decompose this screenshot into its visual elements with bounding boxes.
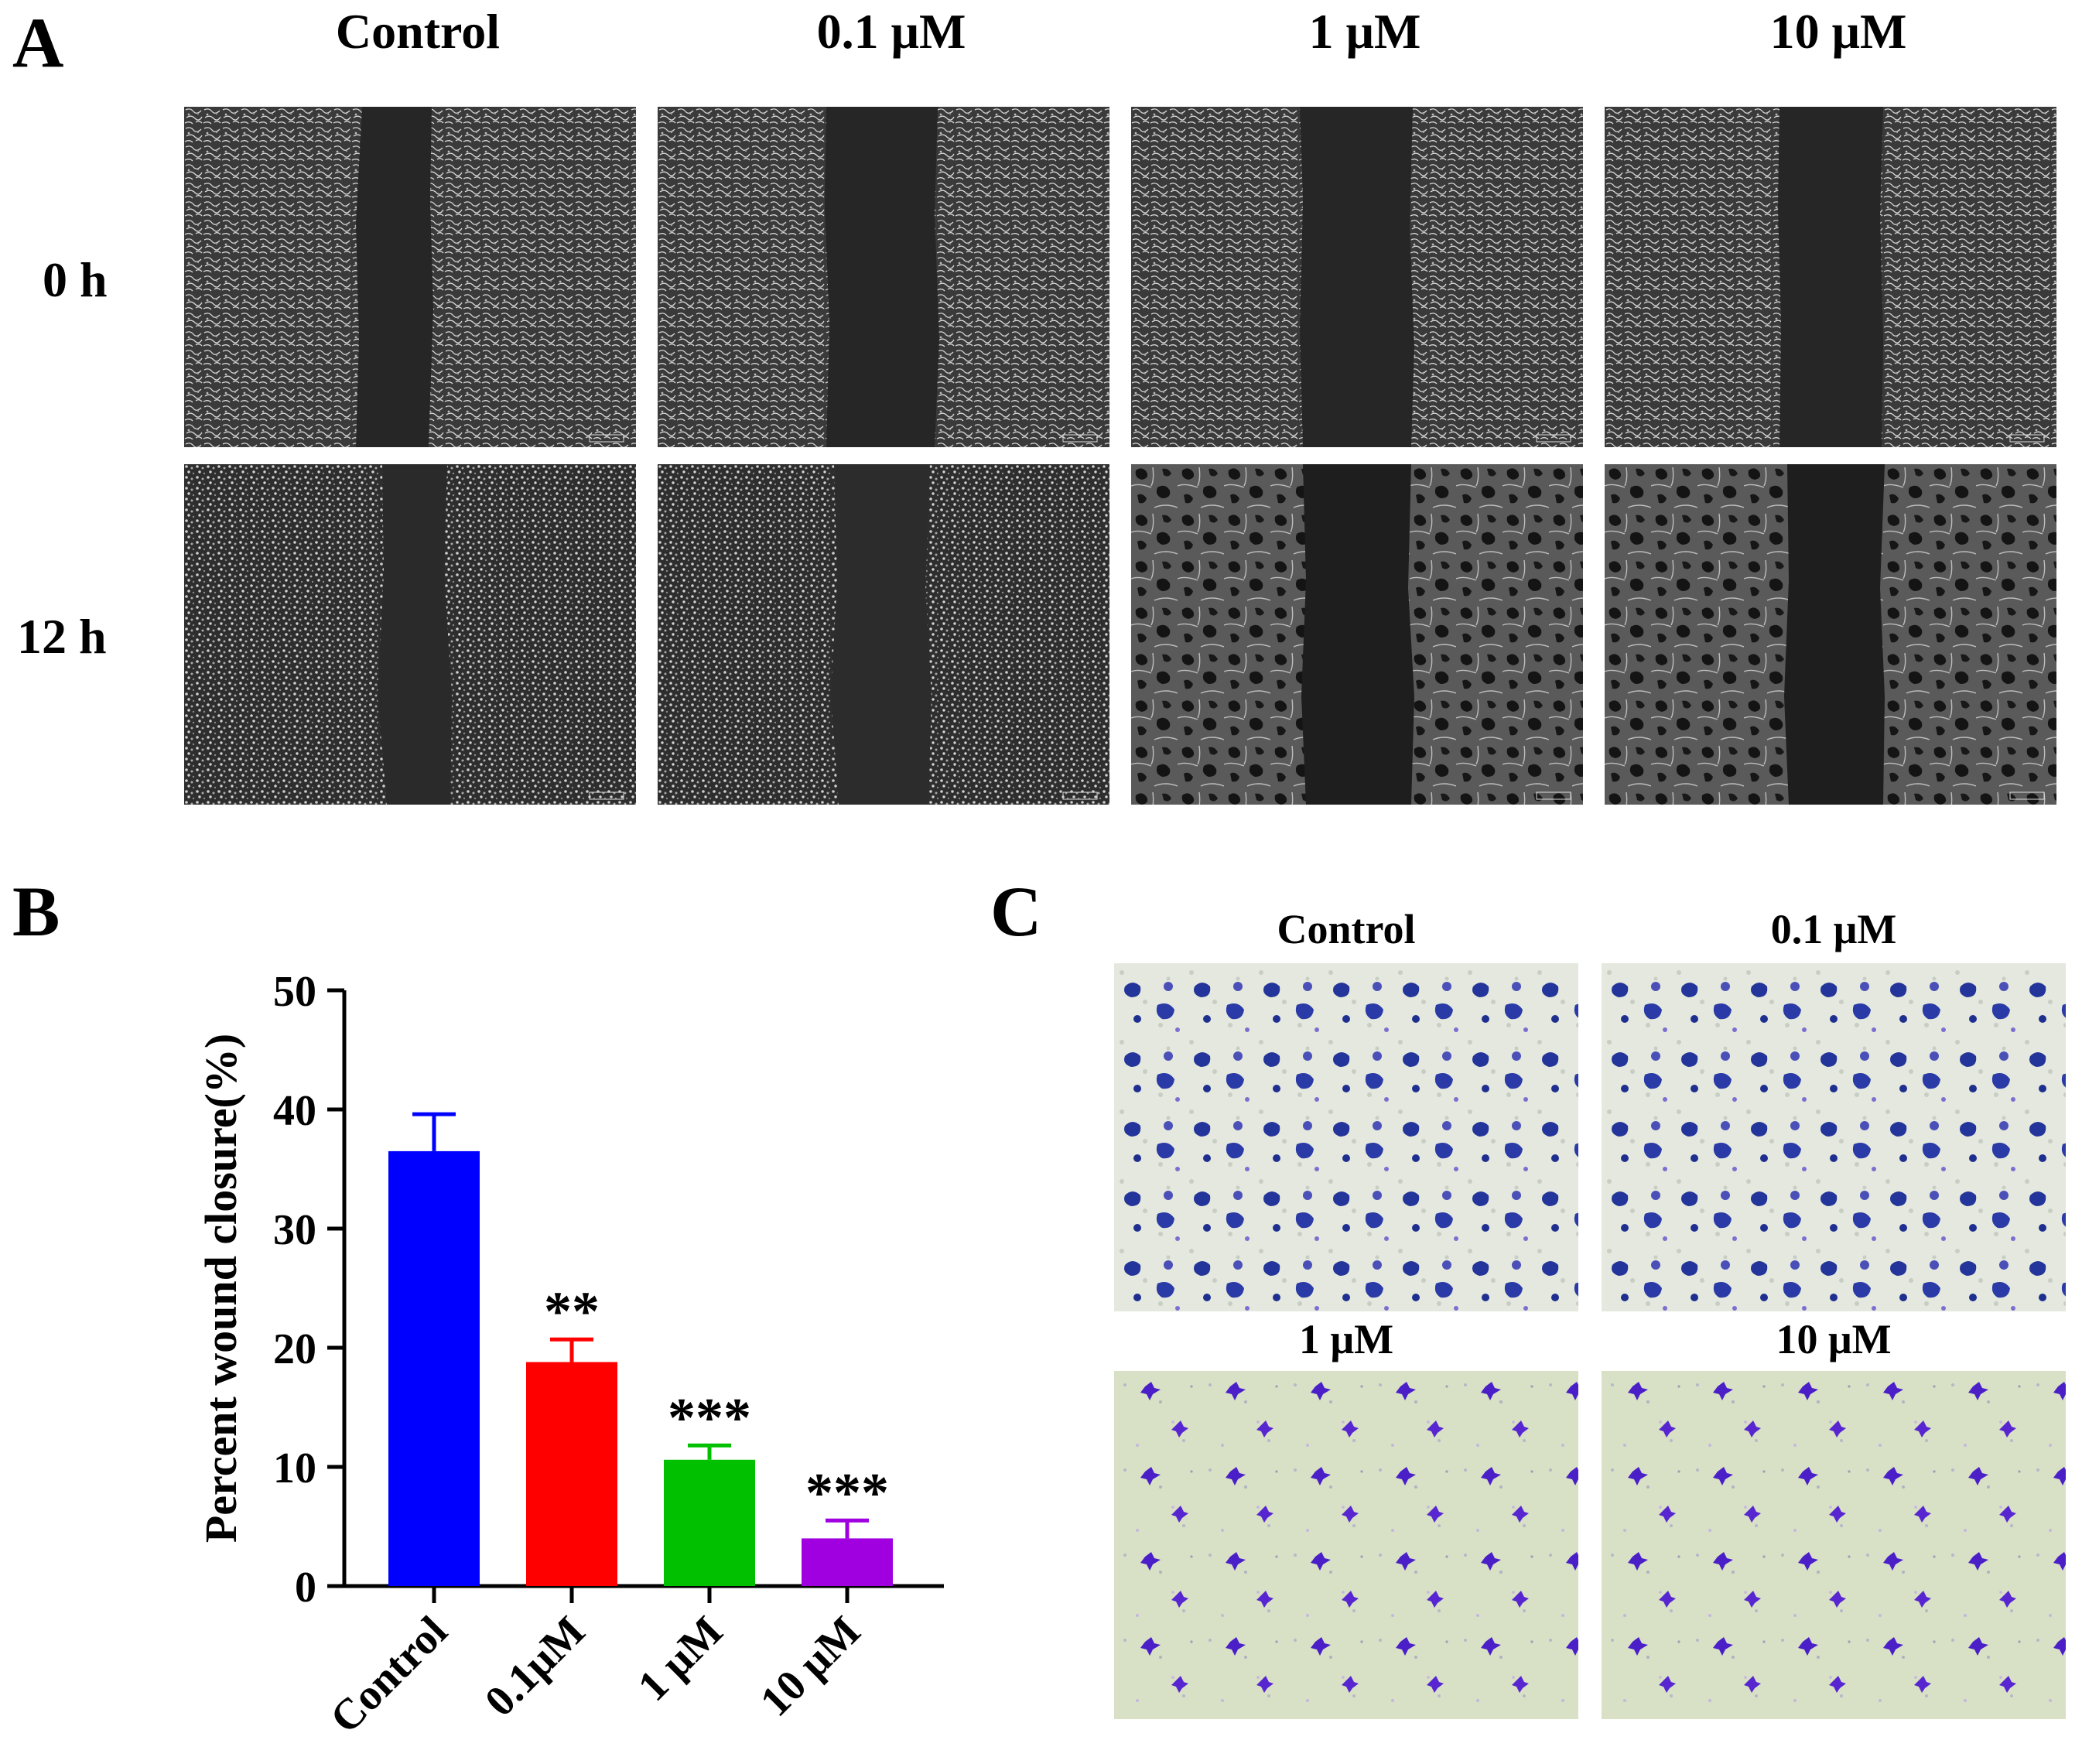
bar-3 <box>802 1538 893 1586</box>
transwell-micrograph-0-1um <box>1602 963 2066 1311</box>
x-tick-label: 10 μM <box>751 1607 870 1725</box>
panel-a-column-label-10um: 10 μM <box>1769 4 1907 59</box>
y-tick-label: 10 <box>273 1444 316 1492</box>
wound-micrograph-control-0h <box>184 107 636 447</box>
panel-a-column-label-control: Control <box>335 4 501 59</box>
panel-c-label-control: Control <box>1277 906 1416 952</box>
wound-micrograph-control-12h <box>184 464 636 805</box>
chart-labels: 0 10 20 30 40 50 Percent wound closure(%) Contr… <box>196 968 889 1742</box>
x-tick-label: 0.1μM <box>476 1607 594 1725</box>
panel-a-label: A <box>12 3 64 82</box>
transwell-micrograph-1um <box>1114 1371 1578 1719</box>
panel-a-column-label-1um: 1 μM <box>1308 4 1421 59</box>
significance-label-1: ** <box>544 1280 600 1342</box>
panel-c-label: C <box>990 872 1042 951</box>
y-tick-label: 0 <box>295 1564 316 1612</box>
transwell-micrograph-control <box>1114 963 1578 1311</box>
bar-0 <box>388 1150 480 1586</box>
panel-b-label: B <box>12 872 60 951</box>
transwell-micrograph-10um <box>1602 1371 2066 1719</box>
bar-1 <box>526 1362 617 1586</box>
wound-micrograph-1um-0h <box>1131 107 1583 447</box>
y-tick-label: 20 <box>273 1325 316 1373</box>
wound-micrograph-10um-0h <box>1605 107 2056 447</box>
panel-a-row-label-0h: 0 h <box>43 252 108 307</box>
wound-micrograph-1um-12h <box>1131 464 1583 805</box>
wound-micrograph-10um-12h <box>1605 464 2056 805</box>
panel-c-label-0-1um: 0.1 μM <box>1770 906 1897 952</box>
y-tick-label: 50 <box>273 968 316 1016</box>
y-axis-title: Percent wound closure(%) <box>196 1034 246 1543</box>
significance-label-3: *** <box>805 1461 889 1523</box>
panel-c-label-1um: 1 μM <box>1298 1316 1394 1362</box>
bar-2 <box>664 1459 755 1586</box>
y-tick-label: 30 <box>273 1206 316 1254</box>
panel-c-label-10um: 10 μM <box>1776 1316 1892 1362</box>
chart-bars <box>388 1112 893 1586</box>
y-tick-label: 40 <box>273 1087 316 1135</box>
panel-a-row-label-12h: 12 h <box>17 609 107 664</box>
panel-a-column-label-0-1um: 0.1 μM <box>816 4 966 59</box>
x-tick-label: Control <box>321 1607 456 1742</box>
wound-micrograph-0-1um-0h <box>658 107 1109 447</box>
wound-micrograph-0-1um-12h <box>658 464 1109 805</box>
x-tick-label: 1 μM <box>629 1607 732 1710</box>
significance-label-2: *** <box>668 1386 751 1448</box>
